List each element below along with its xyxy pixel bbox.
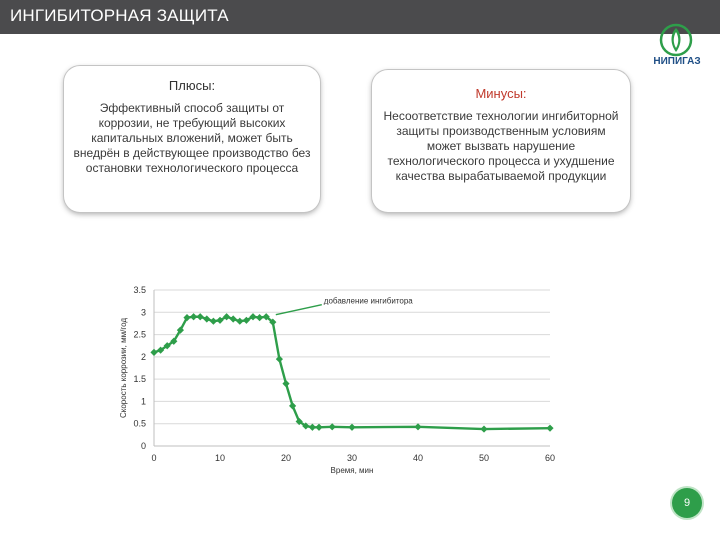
data-point bbox=[269, 318, 277, 326]
data-point bbox=[315, 423, 323, 431]
data-point bbox=[229, 315, 237, 323]
y-tick-label: 0.5 bbox=[133, 419, 146, 429]
data-point bbox=[348, 423, 356, 431]
data-point bbox=[289, 402, 297, 410]
cons-card: Минусы: Несоответствие технологии ингиби… bbox=[372, 70, 630, 212]
y-axis-title: Скорость коррозии, мм/год bbox=[119, 318, 128, 418]
data-point bbox=[209, 317, 217, 325]
data-point bbox=[480, 425, 488, 433]
y-tick-label: 2.5 bbox=[133, 330, 146, 340]
x-tick-label: 10 bbox=[215, 453, 225, 463]
cons-text: Несоответствие технологии ингибиторной з… bbox=[383, 109, 619, 183]
data-point bbox=[163, 342, 171, 350]
data-point bbox=[190, 313, 198, 321]
annotation-label: добавление ингибитора bbox=[324, 297, 414, 306]
data-point bbox=[546, 424, 554, 432]
y-tick-label: 3.5 bbox=[133, 285, 146, 295]
data-point bbox=[150, 348, 158, 356]
page-title: ИНГИБИТОРНАЯ ЗАЩИТА bbox=[10, 6, 229, 25]
y-tick-label: 1 bbox=[141, 396, 146, 406]
chart-axes bbox=[153, 290, 550, 447]
data-point bbox=[308, 423, 316, 431]
pros-card: Плюсы: Эффективный способ защиты от корр… bbox=[64, 66, 320, 212]
annotation-leader bbox=[275, 304, 322, 316]
x-tick-label: 40 bbox=[413, 453, 423, 463]
chart-series bbox=[150, 304, 554, 433]
data-point bbox=[203, 315, 211, 323]
data-point bbox=[183, 314, 191, 322]
pros-title: Плюсы: bbox=[168, 78, 216, 93]
data-point bbox=[223, 313, 231, 321]
data-point bbox=[295, 417, 303, 426]
x-tick-label: 0 bbox=[151, 453, 156, 463]
x-tick-label: 60 bbox=[545, 453, 555, 463]
x-tick-label: 30 bbox=[347, 453, 357, 463]
data-point bbox=[262, 313, 270, 321]
y-tick-label: 3 bbox=[141, 307, 146, 317]
x-tick-label: 50 bbox=[479, 453, 489, 463]
data-point bbox=[170, 337, 178, 345]
y-tick-label: 2 bbox=[141, 352, 146, 362]
cons-title: Минусы: bbox=[475, 86, 527, 101]
data-point bbox=[328, 423, 336, 431]
series-line bbox=[153, 315, 551, 431]
data-point bbox=[256, 314, 264, 322]
x-tick-label: 20 bbox=[281, 453, 291, 463]
data-point bbox=[414, 423, 422, 431]
page-number-badge: 9 bbox=[672, 488, 702, 518]
data-point bbox=[249, 313, 257, 321]
corrosion-rate-chart: 0 0.5 1 1.5 2 2.5 3 3.5 0 10 20 30 40 50 60 Время, мин С… bbox=[119, 285, 555, 475]
company-logo-icon bbox=[659, 23, 693, 57]
title-bar: ИНГИБИТОРНАЯ ЗАЩИТА bbox=[0, 0, 720, 34]
x-axis-title: Время, мин bbox=[331, 466, 374, 475]
data-point bbox=[236, 317, 244, 325]
data-point bbox=[196, 313, 204, 321]
y-tick-label: 1.5 bbox=[133, 374, 146, 384]
y-tick-label: 0 bbox=[141, 441, 146, 451]
data-point bbox=[282, 380, 290, 388]
chart-labels: 0 0.5 1 1.5 2 2.5 3 3.5 0 10 20 30 40 50 60 Время, мин С… bbox=[119, 285, 555, 475]
pros-text: Эффективный способ защиты от коррозии, н… bbox=[73, 101, 311, 175]
chart-grid bbox=[154, 289, 550, 447]
company-logo-text: НИПИГАЗ bbox=[653, 56, 701, 67]
